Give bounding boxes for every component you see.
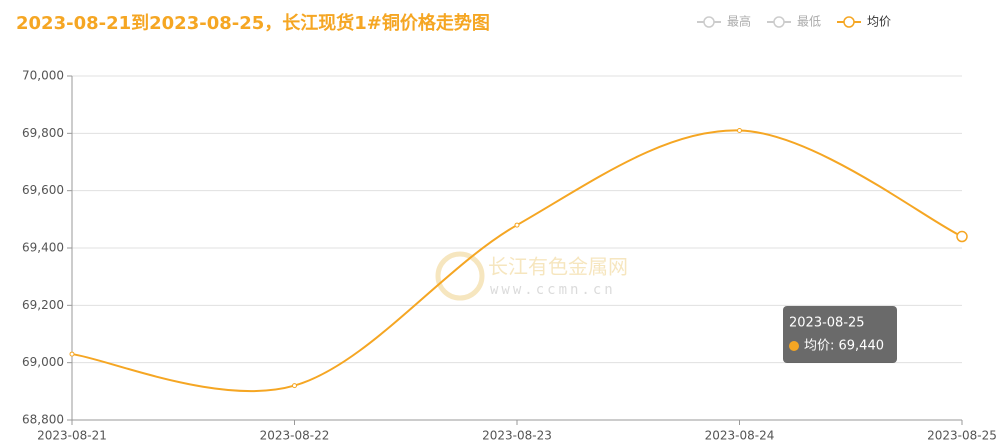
tooltip-marker [789, 341, 799, 351]
y-tick-label: 69,600 [22, 183, 64, 197]
y-tick-label: 70,000 [22, 69, 64, 83]
x-tick-label: 2023-08-24 [705, 429, 775, 443]
legend-label: 最高 [727, 14, 751, 29]
data-point [292, 383, 297, 389]
data-point [514, 222, 520, 228]
watermark-logo [435, 251, 485, 301]
y-tick-label: 68,800 [22, 413, 64, 427]
y-tick-label: 69,800 [22, 126, 64, 140]
y-tick-label: 69,400 [22, 241, 64, 255]
watermark: 长江有色金属网 www.ccmn.cn [435, 251, 628, 301]
watermark-url: www.ccmn.cn [490, 282, 616, 298]
tooltip-box [783, 306, 897, 363]
data-point [737, 127, 742, 133]
legend-marker [843, 16, 855, 28]
x-tick-label: 2023-08-25 [927, 429, 997, 443]
tooltip: 2023-08-25 均价: 69,440 [783, 306, 897, 363]
data-point [956, 230, 968, 243]
legend-marker [703, 16, 715, 28]
chart-title: 2023-08-21到2023-08-25，长江现货1#铜价格走势图 [16, 12, 490, 34]
tooltip-title: 2023-08-25 [789, 316, 865, 331]
tooltip-text: 均价: 69,440 [804, 339, 884, 354]
legend-label: 均价 [867, 15, 891, 29]
x-tick-label: 2023-08-22 [260, 429, 330, 443]
watermark-name: 长江有色金属网 [488, 255, 628, 279]
y-tick-label: 69,200 [22, 298, 64, 312]
legend-label: 最低 [797, 15, 821, 29]
legend-marker [773, 16, 785, 28]
y-tick-label: 69,000 [22, 355, 64, 369]
x-tick-label: 2023-08-21 [37, 429, 107, 443]
x-tick-label: 2023-08-23 [482, 429, 552, 443]
data-point [69, 351, 75, 357]
